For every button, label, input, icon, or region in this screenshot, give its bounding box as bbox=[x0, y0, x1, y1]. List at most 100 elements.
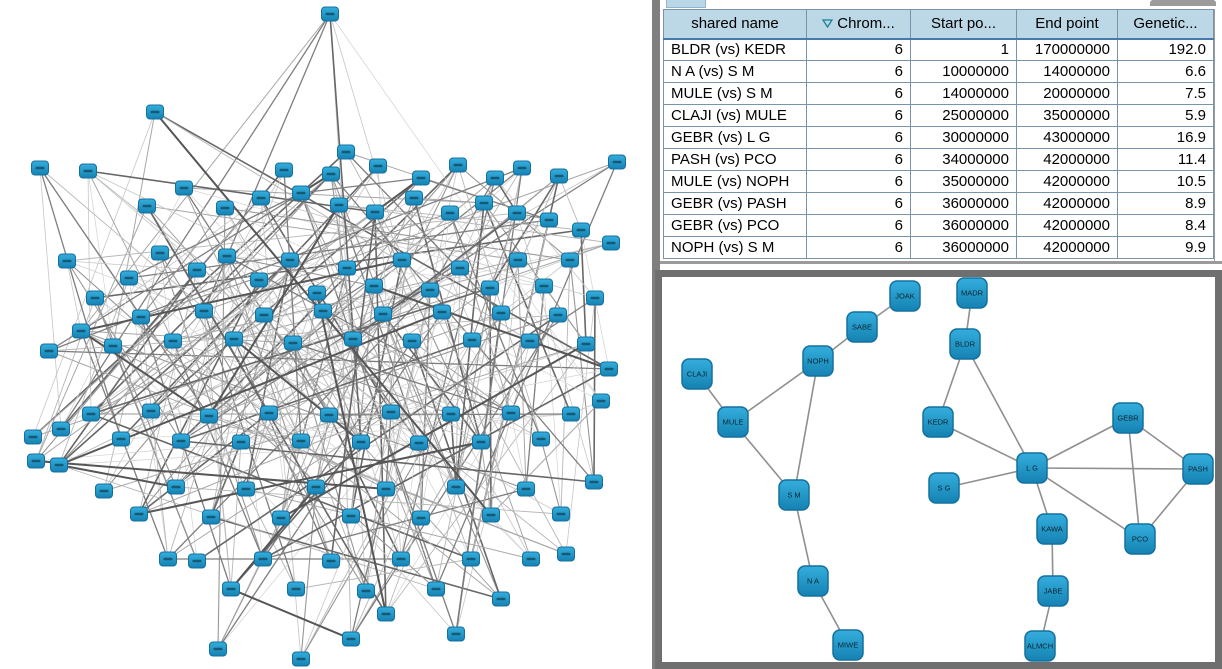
network-node[interactable] bbox=[561, 252, 579, 268]
network-node[interactable] bbox=[585, 474, 603, 490]
network-node[interactable] bbox=[586, 290, 604, 306]
network-node[interactable] bbox=[260, 405, 278, 421]
network-node[interactable] bbox=[200, 408, 218, 424]
network-node[interactable] bbox=[577, 336, 595, 352]
table-scrollbar-cap[interactable] bbox=[1150, 0, 1216, 6]
network-node[interactable] bbox=[322, 553, 340, 569]
table-row[interactable]: GEBR (vs) L G 6 30000000 43000000 16.9 bbox=[663, 126, 1214, 149]
network-node-almch[interactable]: ALMCH bbox=[1024, 630, 1056, 662]
network-node[interactable] bbox=[292, 433, 310, 449]
network-node[interactable] bbox=[330, 197, 348, 213]
network-node[interactable] bbox=[492, 591, 510, 607]
table-row[interactable]: CLAJI (vs) MULE 6 25000000 35000000 5.9 bbox=[663, 104, 1214, 127]
network-node[interactable] bbox=[24, 429, 42, 445]
network-node-l-g[interactable]: L G bbox=[1016, 452, 1048, 484]
network-node[interactable] bbox=[27, 453, 45, 469]
table-row[interactable]: PASH (vs) PCO 6 34000000 42000000 11.4 bbox=[663, 148, 1214, 171]
network-node[interactable] bbox=[167, 479, 185, 495]
network-node[interactable] bbox=[164, 333, 182, 349]
table-row[interactable]: GEBR (vs) PASH 6 36000000 42000000 8.9 bbox=[663, 192, 1214, 215]
network-node[interactable] bbox=[342, 508, 360, 524]
table-row[interactable]: BLDR (vs) KEDR 6 1 170000000 192.0 bbox=[663, 38, 1214, 61]
network-node[interactable] bbox=[382, 404, 400, 420]
network-node[interactable] bbox=[314, 303, 332, 319]
network-node[interactable] bbox=[472, 434, 490, 450]
network-node-claji[interactable]: CLAJI bbox=[681, 358, 713, 390]
network-node[interactable] bbox=[82, 406, 100, 422]
network-node[interactable] bbox=[365, 278, 383, 294]
network-node-n-a[interactable]: N A bbox=[797, 565, 829, 597]
network-node[interactable] bbox=[357, 583, 375, 599]
network-node[interactable] bbox=[188, 262, 206, 278]
network-node[interactable] bbox=[451, 260, 469, 276]
network-node[interactable] bbox=[517, 481, 535, 497]
network-node[interactable] bbox=[447, 626, 465, 642]
network-node[interactable] bbox=[281, 252, 299, 268]
network-node-miwe[interactable]: MIWE bbox=[832, 629, 864, 661]
network-node[interactable] bbox=[552, 506, 570, 522]
network-node[interactable] bbox=[540, 212, 558, 228]
network-node[interactable] bbox=[392, 551, 410, 567]
network-node[interactable] bbox=[482, 507, 500, 523]
network-node[interactable] bbox=[513, 160, 531, 176]
column-header-2[interactable]: Start po... bbox=[910, 9, 1017, 40]
network-node[interactable] bbox=[442, 406, 460, 422]
network-node[interactable] bbox=[292, 185, 310, 201]
network-node[interactable] bbox=[320, 407, 338, 423]
network-node[interactable] bbox=[421, 282, 439, 298]
network-node[interactable] bbox=[600, 361, 618, 377]
network-node[interactable] bbox=[481, 280, 499, 296]
network-node[interactable] bbox=[52, 421, 70, 437]
network-node-mule[interactable]: MULE bbox=[717, 406, 749, 438]
network-node[interactable] bbox=[337, 144, 355, 160]
network-node[interactable] bbox=[172, 433, 190, 449]
network-node[interactable] bbox=[572, 222, 590, 238]
network-view-filtered[interactable]: JOAK MADR SABE BLDR NOPH CLAJI MULE KEDR GEBR L G… bbox=[655, 270, 1222, 669]
network-node[interactable] bbox=[40, 343, 58, 359]
network-node[interactable] bbox=[151, 245, 169, 261]
network-node[interactable] bbox=[275, 162, 293, 178]
network-node[interactable] bbox=[535, 278, 553, 294]
network-node[interactable] bbox=[292, 651, 310, 667]
network-node[interactable] bbox=[142, 403, 160, 419]
network-node[interactable] bbox=[79, 163, 97, 179]
network-node-madr[interactable]: MADR bbox=[956, 277, 988, 309]
network-node[interactable] bbox=[58, 253, 76, 269]
network-node-joak[interactable]: JOAK bbox=[889, 280, 921, 312]
network-node[interactable] bbox=[374, 306, 392, 322]
network-node[interactable] bbox=[95, 483, 113, 499]
network-node[interactable] bbox=[393, 252, 411, 268]
network-node-jabe[interactable]: JABE bbox=[1037, 575, 1069, 607]
network-node[interactable] bbox=[138, 198, 156, 214]
network-node[interactable] bbox=[322, 166, 340, 182]
network-node-s-m[interactable]: S M bbox=[778, 479, 810, 511]
network-node[interactable] bbox=[225, 331, 243, 347]
network-node[interactable] bbox=[188, 553, 206, 569]
network-node[interactable] bbox=[549, 307, 567, 323]
column-header-0[interactable]: shared name bbox=[663, 9, 807, 40]
network-node[interactable] bbox=[112, 431, 130, 447]
network-node[interactable] bbox=[195, 303, 213, 319]
network-node[interactable] bbox=[475, 195, 493, 211]
network-node-kedr[interactable]: KEDR bbox=[922, 406, 954, 438]
network-node[interactable] bbox=[403, 333, 421, 349]
network-node[interactable] bbox=[433, 304, 451, 320]
network-node[interactable] bbox=[342, 631, 360, 647]
network-node[interactable] bbox=[120, 270, 138, 286]
column-header-3[interactable]: End point bbox=[1016, 9, 1118, 40]
network-node[interactable] bbox=[255, 307, 273, 323]
column-header-1[interactable]: Chrom... bbox=[806, 9, 911, 40]
network-node[interactable] bbox=[377, 481, 395, 497]
network-node[interactable] bbox=[344, 331, 362, 347]
network-node[interactable] bbox=[412, 170, 430, 186]
network-node[interactable] bbox=[608, 154, 626, 170]
column-header-4[interactable]: Genetic... bbox=[1117, 9, 1214, 40]
network-node[interactable] bbox=[509, 252, 527, 268]
network-node[interactable] bbox=[218, 248, 236, 264]
network-node[interactable] bbox=[369, 158, 387, 174]
network-node[interactable] bbox=[254, 551, 272, 567]
network-node[interactable] bbox=[321, 6, 339, 22]
network-node[interactable] bbox=[508, 205, 526, 221]
network-node[interactable] bbox=[146, 104, 164, 120]
filter-funnel-icon[interactable] bbox=[822, 19, 834, 29]
